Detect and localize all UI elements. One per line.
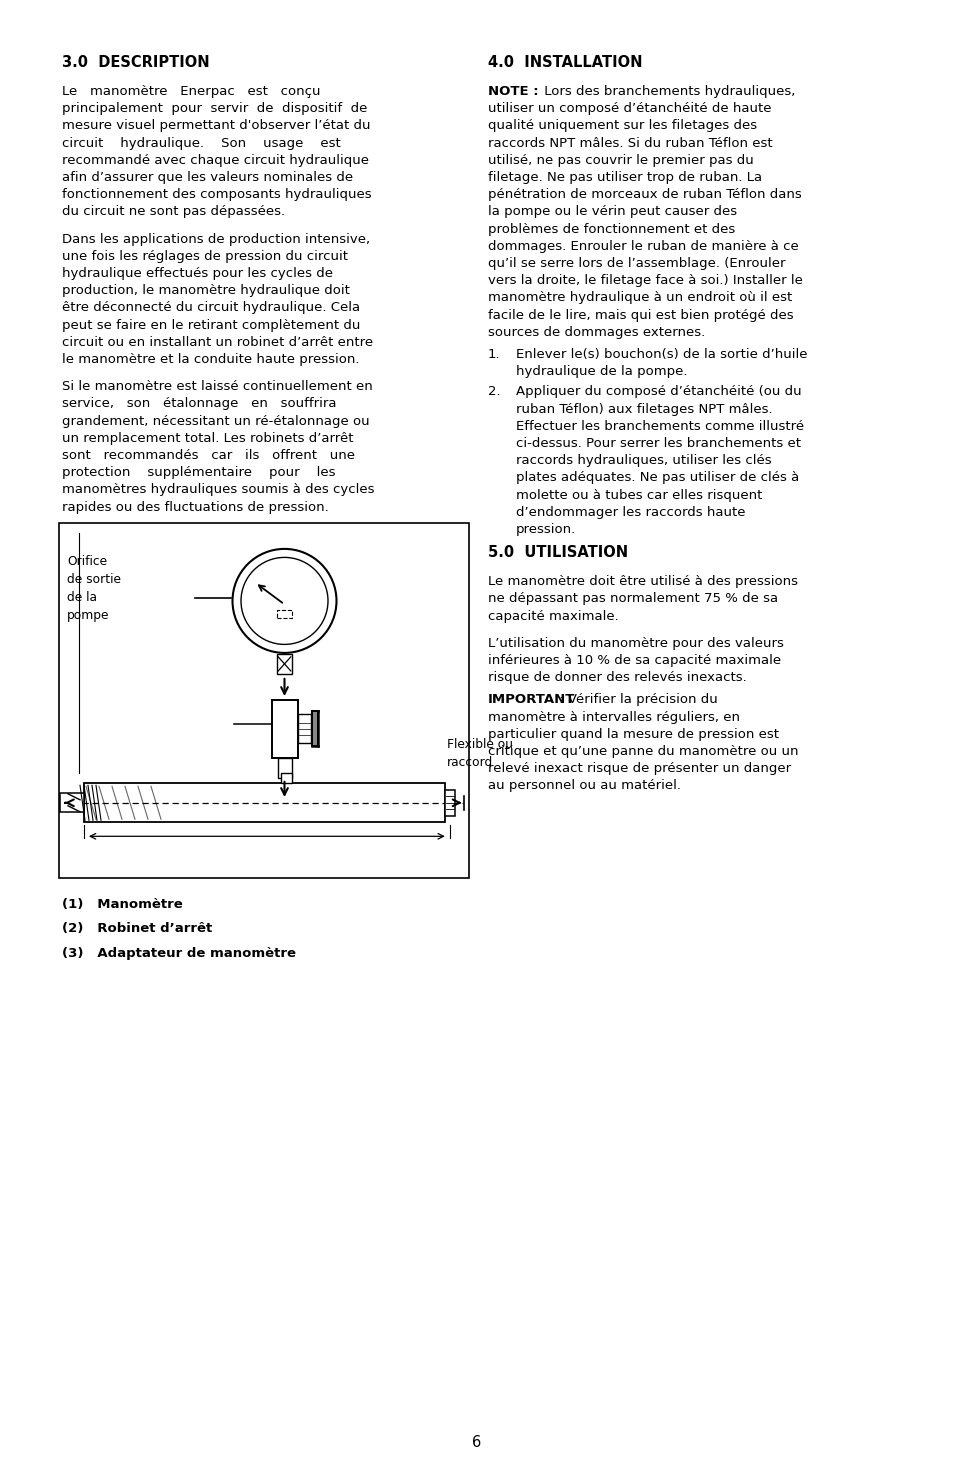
Text: rapides ou des fluctuations de pression.: rapides ou des fluctuations de pression. bbox=[62, 500, 329, 513]
Bar bbox=[276, 609, 292, 618]
Text: 3.0  DESCRIPTION: 3.0 DESCRIPTION bbox=[62, 55, 210, 69]
Text: d’endommager les raccords haute: d’endommager les raccords haute bbox=[516, 506, 744, 519]
Bar bbox=[59, 522, 469, 878]
Circle shape bbox=[233, 549, 336, 653]
Text: être déconnecté du circuit hydraulique. Cela: être déconnecté du circuit hydraulique. … bbox=[62, 301, 359, 314]
Text: ci-dessus. Pour serrer les branchements et: ci-dessus. Pour serrer les branchements … bbox=[516, 437, 801, 450]
Text: production, le manomètre hydraulique doit: production, le manomètre hydraulique doi… bbox=[62, 285, 350, 296]
Text: une fois les réglages de pression du circuit: une fois les réglages de pression du cir… bbox=[62, 249, 348, 263]
Text: le manomètre et la conduite haute pression.: le manomètre et la conduite haute pressi… bbox=[62, 353, 359, 366]
Text: circuit ou en installant un robinet d’arrêt entre: circuit ou en installant un robinet d’ar… bbox=[62, 336, 373, 348]
Text: risque de donner des relevés inexacts.: risque de donner des relevés inexacts. bbox=[488, 671, 746, 684]
Text: manomètre hydraulique à un endroit où il est: manomètre hydraulique à un endroit où il… bbox=[488, 292, 791, 304]
Text: Appliquer du composé d’étanchéité (ou du: Appliquer du composé d’étanchéité (ou du bbox=[516, 385, 801, 398]
Text: manomètres hydrauliques soumis à des cycles: manomètres hydrauliques soumis à des cyc… bbox=[62, 484, 375, 497]
Text: hydraulique de la pompe.: hydraulique de la pompe. bbox=[516, 366, 687, 378]
Text: protection    supplémentaire    pour    les: protection supplémentaire pour les bbox=[62, 466, 335, 479]
Text: afin d’assurer que les valeurs nominales de: afin d’assurer que les valeurs nominales… bbox=[62, 171, 353, 184]
Text: utiliser un composé d’étanchéité de haute: utiliser un composé d’étanchéité de haut… bbox=[488, 102, 771, 115]
Text: sont   recommandés   car   ils   offrent   une: sont recommandés car ils offrent une bbox=[62, 448, 355, 462]
Text: ne dépassant pas normalement 75 % de sa: ne dépassant pas normalement 75 % de sa bbox=[488, 593, 778, 605]
Text: peut se faire en le retirant complètement du: peut se faire en le retirant complètemen… bbox=[62, 319, 360, 332]
Text: fonctionnement des composants hydrauliques: fonctionnement des composants hydrauliqu… bbox=[62, 189, 372, 201]
Text: Flexible ou
raccord: Flexible ou raccord bbox=[447, 738, 513, 768]
Text: critique et qu’une panne du manomètre ou un: critique et qu’une panne du manomètre ou… bbox=[488, 745, 798, 758]
Text: vers la droite, le filetage face à soi.) Installer le: vers la droite, le filetage face à soi.)… bbox=[488, 274, 802, 288]
Text: inférieures à 10 % de sa capacité maximale: inférieures à 10 % de sa capacité maxima… bbox=[488, 653, 781, 667]
Text: 1.: 1. bbox=[488, 348, 500, 361]
Text: principalement  pour  servir  de  dispositif  de: principalement pour servir de dispositif… bbox=[62, 102, 367, 115]
Text: capacité maximale.: capacité maximale. bbox=[488, 609, 618, 622]
Text: au personnel ou au matériel.: au personnel ou au matériel. bbox=[488, 779, 680, 792]
Text: utilisé, ne pas couvrir le premier pas du: utilisé, ne pas couvrir le premier pas d… bbox=[488, 153, 753, 167]
Text: pression.: pression. bbox=[516, 524, 576, 535]
Text: molette ou à tubes car elles risquent: molette ou à tubes car elles risquent bbox=[516, 488, 761, 502]
Text: Lors des branchements hydrauliques,: Lors des branchements hydrauliques, bbox=[539, 86, 795, 97]
Text: sources de dommages externes.: sources de dommages externes. bbox=[488, 326, 704, 339]
Text: filetage. Ne pas utiliser trop de ruban. La: filetage. Ne pas utiliser trop de ruban.… bbox=[488, 171, 761, 184]
Text: 5.0  UTILISATION: 5.0 UTILISATION bbox=[488, 546, 627, 560]
Text: 4.0  INSTALLATION: 4.0 INSTALLATION bbox=[488, 55, 641, 69]
Text: facile de le lire, mais qui est bien protégé des: facile de le lire, mais qui est bien pro… bbox=[488, 308, 793, 322]
Text: Enlever le(s) bouchon(s) de la sortie d’huile: Enlever le(s) bouchon(s) de la sortie d’… bbox=[516, 348, 806, 361]
Text: qu’il se serre lors de l’assemblage. (Enrouler: qu’il se serre lors de l’assemblage. (En… bbox=[488, 257, 784, 270]
Text: particulier quand la mesure de pression est: particulier quand la mesure de pression … bbox=[488, 727, 779, 740]
Text: ruban Téflon) aux filetages NPT mâles.: ruban Téflon) aux filetages NPT mâles. bbox=[516, 403, 772, 416]
Text: grandement, nécessitant un ré-étalonnage ou: grandement, nécessitant un ré-étalonnage… bbox=[62, 414, 369, 428]
Text: (3)   Adaptateur de manomètre: (3) Adaptateur de manomètre bbox=[62, 947, 295, 960]
Bar bbox=[297, 714, 310, 743]
Text: (1)   Manomètre: (1) Manomètre bbox=[62, 898, 183, 910]
Text: Si le manomètre est laissé continuellement en: Si le manomètre est laissé continuelleme… bbox=[62, 381, 373, 394]
Text: plates adéquates. Ne pas utiliser de clés à: plates adéquates. Ne pas utiliser de clé… bbox=[516, 472, 799, 484]
Text: dommages. Enrouler le ruban de manière à ce: dommages. Enrouler le ruban de manière à… bbox=[488, 240, 798, 252]
Text: raccords NPT mâles. Si du ruban Téflon est: raccords NPT mâles. Si du ruban Téflon e… bbox=[488, 137, 772, 149]
Bar bbox=[60, 794, 84, 813]
Bar bbox=[272, 701, 297, 758]
Text: : Vérifier la précision du: : Vérifier la précision du bbox=[555, 693, 717, 707]
Bar bbox=[84, 783, 444, 822]
Text: qualité uniquement sur les filetages des: qualité uniquement sur les filetages des bbox=[488, 119, 757, 133]
Text: manomètre à intervalles réguliers, en: manomètre à intervalles réguliers, en bbox=[488, 711, 740, 724]
Polygon shape bbox=[312, 711, 317, 746]
Text: L’utilisation du manomètre pour des valeurs: L’utilisation du manomètre pour des vale… bbox=[488, 637, 783, 650]
Bar bbox=[277, 758, 292, 777]
Text: pénétration de morceaux de ruban Téflon dans: pénétration de morceaux de ruban Téflon … bbox=[488, 189, 801, 201]
Text: circuit    hydraulique.    Son    usage    est: circuit hydraulique. Son usage est bbox=[62, 137, 340, 149]
Text: 6: 6 bbox=[472, 1435, 481, 1450]
Text: NOTE :: NOTE : bbox=[488, 86, 538, 97]
Text: hydraulique effectués pour les cycles de: hydraulique effectués pour les cycles de bbox=[62, 267, 333, 280]
Text: relevé inexact risque de présenter un danger: relevé inexact risque de présenter un da… bbox=[488, 763, 790, 776]
Text: IMPORTANT: IMPORTANT bbox=[488, 693, 575, 707]
Text: la pompe ou le vérin peut causer des: la pompe ou le vérin peut causer des bbox=[488, 205, 737, 218]
Text: (2)   Robinet d’arrêt: (2) Robinet d’arrêt bbox=[62, 922, 212, 935]
Text: du circuit ne sont pas dépassées.: du circuit ne sont pas dépassées. bbox=[62, 205, 285, 218]
Text: Orifice
de sortie
de la
pompe: Orifice de sortie de la pompe bbox=[67, 555, 121, 622]
Bar bbox=[281, 773, 292, 783]
Text: recommandé avec chaque circuit hydraulique: recommandé avec chaque circuit hydrauliq… bbox=[62, 153, 369, 167]
Bar bbox=[444, 789, 454, 816]
Text: un remplacement total. Les robinets d’arrêt: un remplacement total. Les robinets d’ar… bbox=[62, 432, 354, 445]
Text: 2.: 2. bbox=[488, 385, 500, 398]
Text: Le manomètre doit être utilisé à des pressions: Le manomètre doit être utilisé à des pre… bbox=[488, 575, 797, 589]
Text: Dans les applications de production intensive,: Dans les applications de production inte… bbox=[62, 233, 370, 246]
Bar bbox=[276, 653, 292, 674]
Text: raccords hydrauliques, utiliser les clés: raccords hydrauliques, utiliser les clés bbox=[516, 454, 771, 468]
Text: mesure visuel permettant d'observer l’état du: mesure visuel permettant d'observer l’ét… bbox=[62, 119, 370, 133]
Text: Le   manomètre   Enerpac   est   conçu: Le manomètre Enerpac est conçu bbox=[62, 86, 320, 97]
Text: problèmes de fonctionnement et des: problèmes de fonctionnement et des bbox=[488, 223, 735, 236]
Text: service,   son   étalonnage   en   souffrira: service, son étalonnage en souffrira bbox=[62, 397, 336, 410]
Circle shape bbox=[241, 558, 328, 645]
Text: Effectuer les branchements comme illustré: Effectuer les branchements comme illustr… bbox=[516, 420, 803, 432]
